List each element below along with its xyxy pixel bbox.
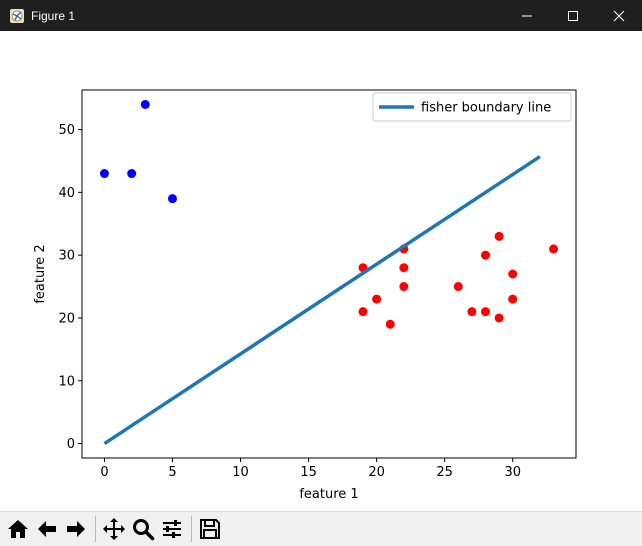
- legend: fisher boundary line: [372, 92, 572, 122]
- red-point: [494, 231, 504, 241]
- zoom-button[interactable]: [129, 515, 157, 543]
- y-tick-label: 10: [58, 374, 75, 389]
- red-point: [385, 319, 395, 329]
- red-point: [399, 282, 409, 292]
- axes: 0 5 10 15 20 25 30 0 10 20 30 40 50 feature 1 feature …: [33, 89, 577, 502]
- subplots-button[interactable]: [158, 515, 186, 543]
- figure-canvas[interactable]: 0 5 10 15 20 25 30 0 10 20 30 40 50 feature 1 feature …: [0, 31, 642, 511]
- window-titlebar: Figure 1: [0, 0, 642, 31]
- close-button[interactable]: [596, 0, 642, 31]
- x-tick-label: 30: [504, 465, 521, 480]
- axes-frame: [81, 89, 577, 459]
- x-tick-label: 0: [100, 465, 108, 480]
- pan-button[interactable]: [100, 515, 128, 543]
- legend-label: fisher boundary line: [421, 101, 551, 116]
- x-tick-label: 15: [300, 465, 317, 480]
- close-icon: [613, 10, 625, 21]
- blue-point: [167, 194, 177, 204]
- red-point: [494, 313, 504, 323]
- red-point: [549, 244, 559, 254]
- red-point: [481, 250, 491, 260]
- toolbar-separator: [95, 516, 96, 542]
- y-tick-label: 20: [58, 311, 75, 326]
- magnifier-icon: [133, 519, 155, 541]
- y-tick-label: 50: [58, 123, 75, 138]
- home-icon: [8, 520, 28, 538]
- plot-marks: [99, 99, 559, 446]
- y-tick-label: 0: [67, 437, 75, 452]
- navigation-toolbar: [0, 511, 642, 546]
- y-axis-label: feature 2: [33, 244, 48, 303]
- floppy-disk-icon: [200, 519, 220, 539]
- arrow-right-icon: [67, 521, 85, 537]
- maximize-button[interactable]: [550, 0, 596, 31]
- scatter-plot: 0 5 10 15 20 25 30 0 10 20 30 40 50 feature 1 feature …: [33, 89, 577, 502]
- toolbar-separator: [191, 516, 192, 542]
- red-point: [358, 307, 368, 317]
- legend-box: [372, 92, 572, 122]
- window-controls: [504, 0, 642, 31]
- x-axis-label: feature 1: [299, 487, 358, 502]
- red-point: [481, 307, 491, 317]
- y-tick-label: 40: [58, 186, 75, 201]
- red-point: [453, 282, 463, 292]
- matplotlib-figure-icon: [9, 8, 25, 24]
- blue-point: [99, 169, 109, 179]
- arrow-left-icon: [38, 521, 56, 537]
- minimize-button[interactable]: [504, 0, 550, 31]
- home-button[interactable]: [4, 515, 32, 543]
- red-point: [399, 263, 409, 273]
- y-tick-label: 30: [58, 249, 75, 264]
- x-tick-label: 10: [232, 465, 249, 480]
- save-button[interactable]: [196, 515, 224, 543]
- minimize-icon: [522, 15, 532, 16]
- sliders-icon: [163, 520, 181, 538]
- red-point: [508, 269, 518, 279]
- blue-point: [127, 169, 137, 179]
- red-point: [372, 294, 382, 304]
- forward-button[interactable]: [62, 515, 90, 543]
- blue-point: [140, 99, 150, 109]
- back-button[interactable]: [33, 515, 61, 543]
- x-tick-label: 25: [436, 465, 453, 480]
- red-point: [508, 294, 518, 304]
- x-tick-label: 20: [368, 465, 385, 480]
- fisher-boundary-line: [103, 155, 541, 446]
- x-tick-label: 5: [168, 465, 176, 480]
- maximize-icon: [568, 10, 578, 21]
- window-title: Figure 1: [31, 8, 76, 23]
- red-point: [467, 307, 477, 317]
- move-icon: [103, 518, 125, 540]
